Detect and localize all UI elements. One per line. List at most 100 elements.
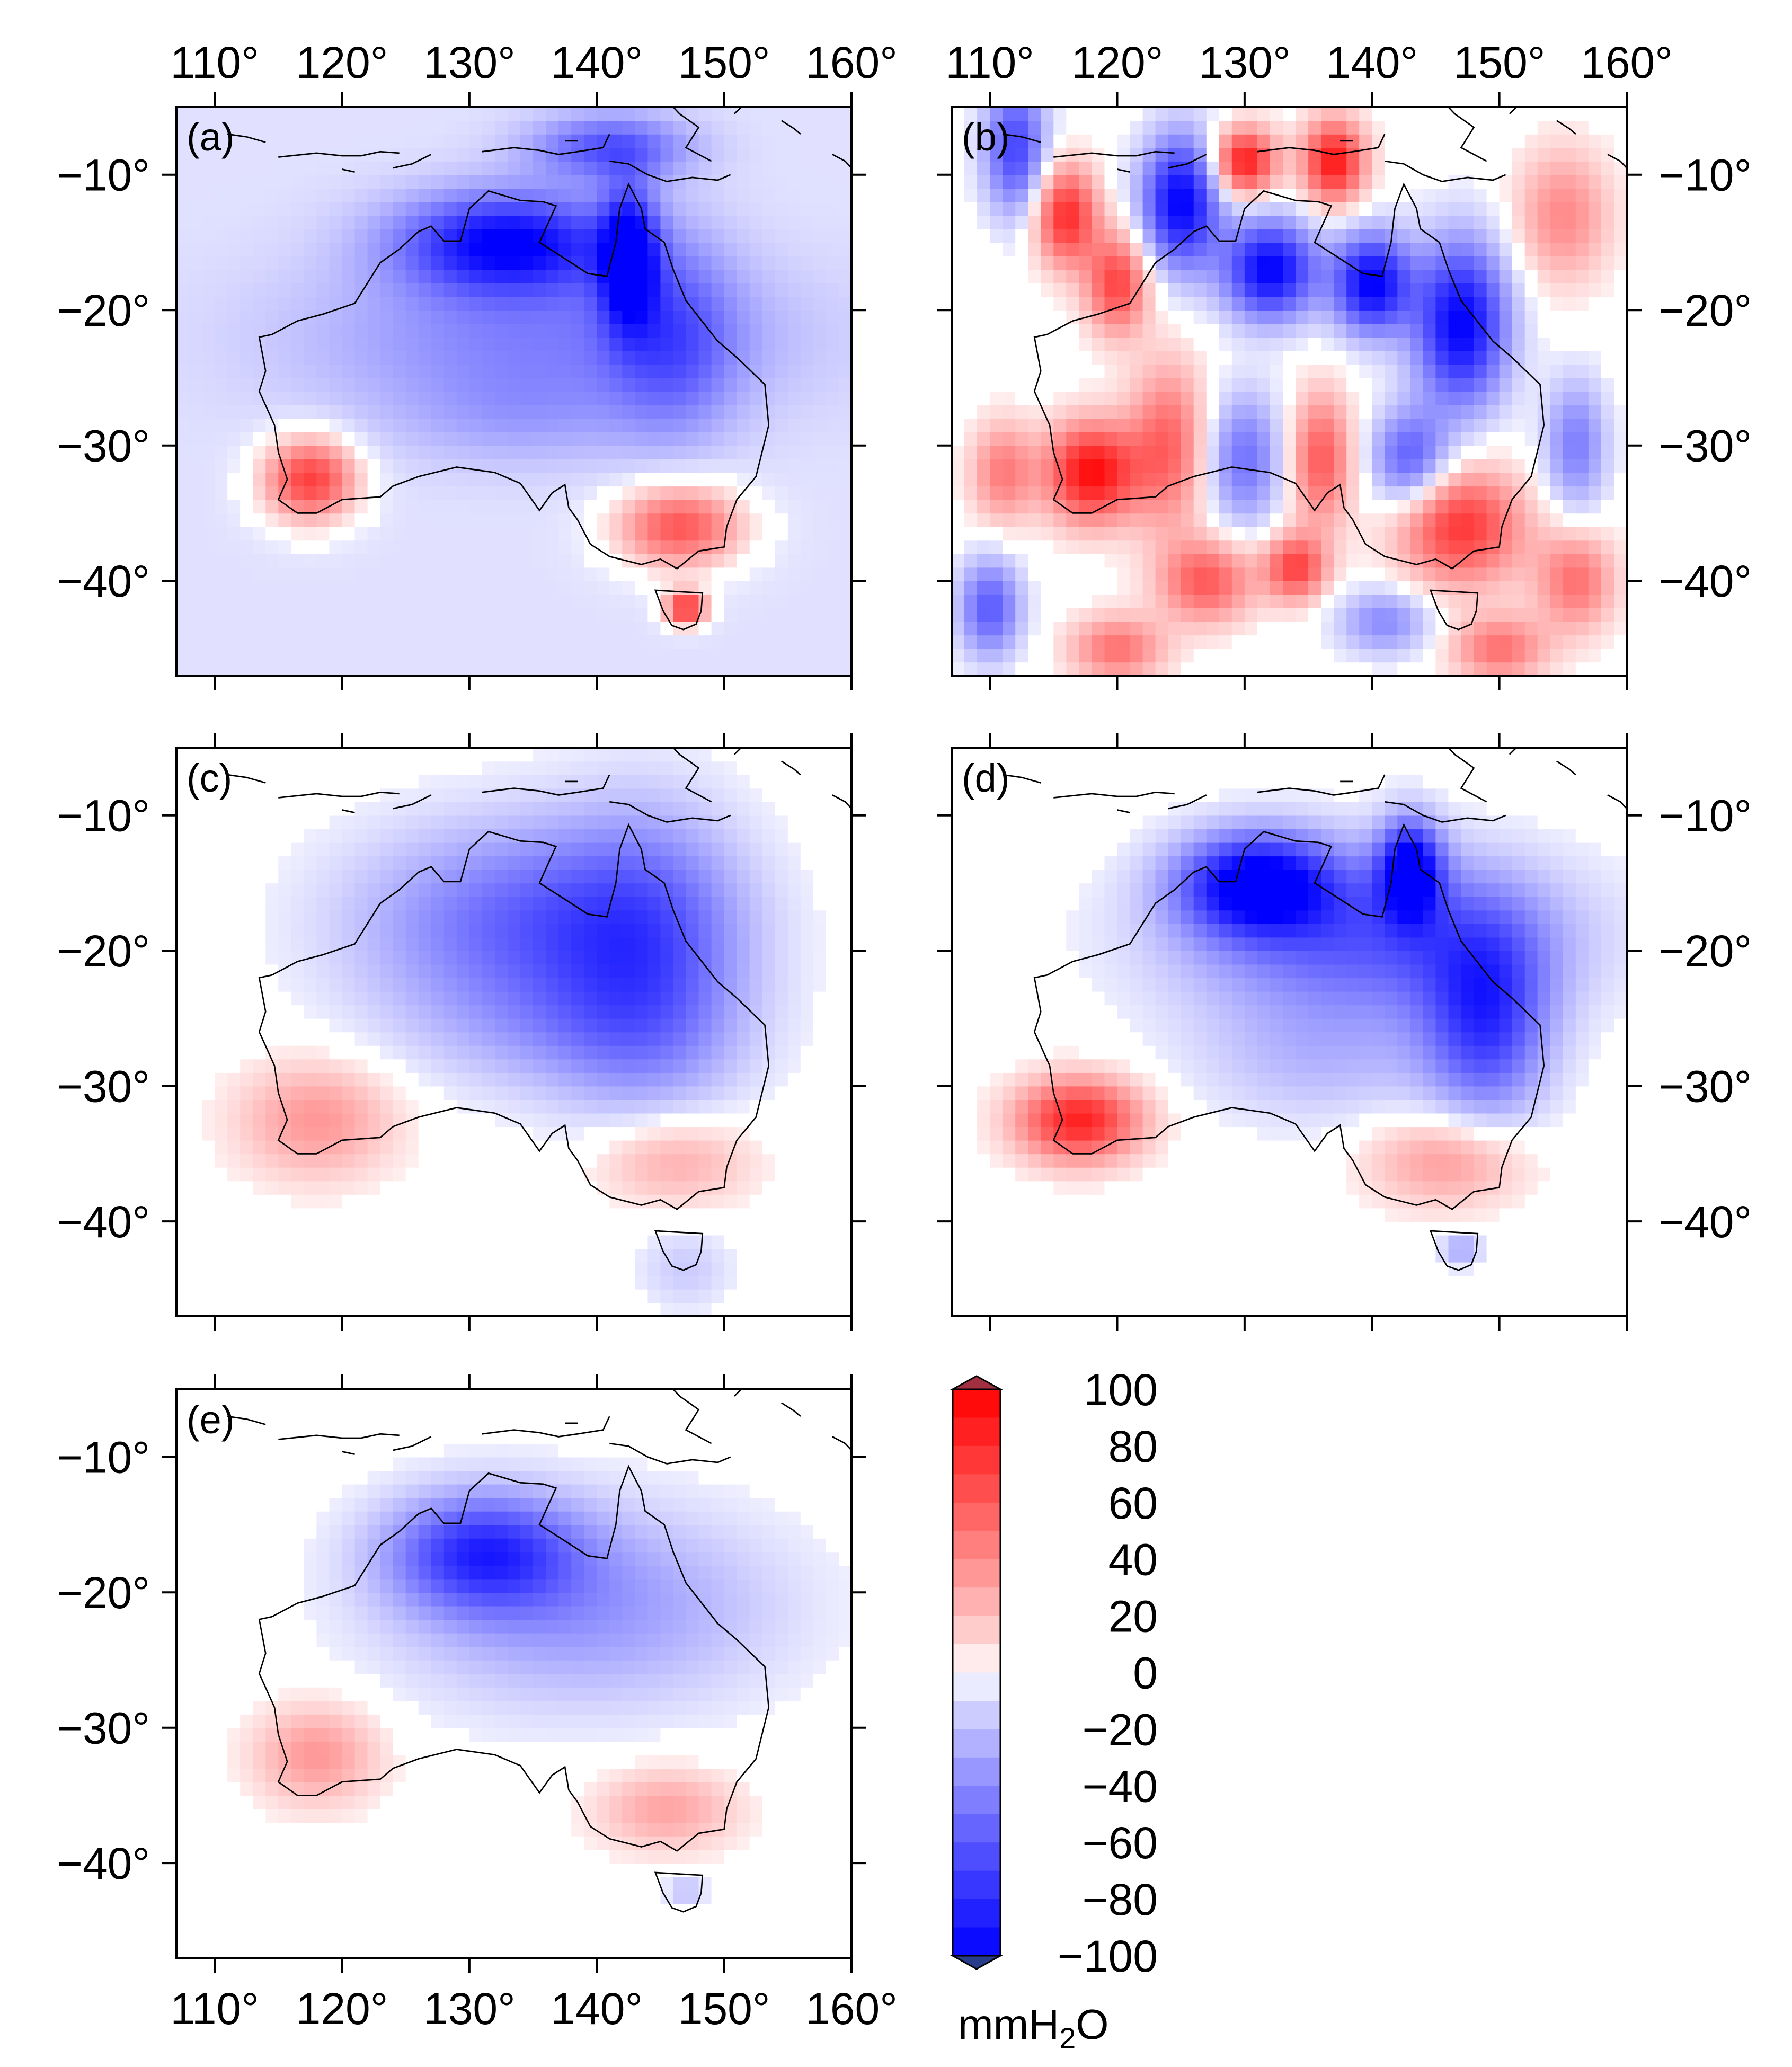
heat-cell [189,310,202,324]
heat-cell [329,554,343,568]
heat-cell [443,120,457,135]
heat-cell [405,310,419,324]
heat-cell [1372,513,1385,527]
heat-cell [380,378,394,392]
heat-cell [1117,459,1131,473]
heat-cell [1499,499,1513,514]
heat-cell [189,161,202,175]
heat-cell [227,1275,241,1290]
heat-cell [1614,323,1627,338]
heat-cell [520,256,534,270]
heat-cell [990,174,1003,189]
heat-cell [1066,174,1080,189]
heat-cell [342,635,356,649]
heat-cell [1053,648,1067,663]
heat-cell [227,924,241,938]
heat-cell [546,472,559,487]
heat-cell [405,581,419,595]
heat-cell [787,134,801,148]
heat-cell [1296,581,1309,595]
heat-cell [316,188,330,202]
heat-cell [456,161,470,175]
heat-cell [1385,621,1398,636]
heat-cell [635,147,649,162]
heat-cell [558,337,572,351]
heat-cell [253,951,266,965]
heat-cell [647,405,661,419]
heat-cell [1563,432,1576,446]
heat-cell [1142,621,1156,636]
heat-cell [1257,621,1271,636]
heat-cell [635,283,649,297]
heat-cell [304,648,317,663]
heat-cell [762,269,776,283]
heat-cell [367,662,381,676]
heat-cell [253,147,266,162]
heat-cell [1512,228,1525,243]
heat-cell [215,937,228,951]
heat-cell [215,1235,228,1249]
heat-cell [1244,432,1258,446]
heat-cell [1155,391,1169,405]
heat-cell [1092,269,1105,283]
heat-cell [1117,662,1131,676]
heat-cell [405,364,419,378]
heat-cell [787,445,801,459]
heat-cell [1270,581,1283,595]
heat-cell [1550,120,1564,135]
heat-cell [1385,581,1398,595]
heat-cell [189,829,202,843]
heat-cell [1423,296,1436,311]
heat-cell [253,201,266,216]
heat-cell [1168,621,1182,636]
heat-cell [418,296,432,311]
heat-cell [1308,107,1321,121]
heat-cell [1614,540,1627,554]
heat-cell [1053,594,1067,608]
heat-cell [240,310,253,324]
heat-cell [1270,296,1283,311]
heat-cell [1283,405,1296,419]
heat-cell [1181,499,1194,514]
heat-cell [342,418,356,432]
heat-cell [1104,527,1118,541]
heat-cell [1041,215,1054,229]
heat-cell [227,147,241,162]
heat-cell [571,174,584,189]
heat-cell [1079,486,1093,500]
heat-cell [278,775,292,789]
heat-cell [202,1032,215,1046]
heat-cell [240,256,253,270]
heat-cell [533,581,546,595]
heat-cell [418,364,432,378]
heat-cell [1423,107,1436,121]
heat-cell [1015,581,1028,595]
heat-cell [253,120,266,135]
heat-cell [839,486,851,500]
heat-cell [1410,459,1424,473]
heat-cell [520,269,534,283]
heat-cell [1015,201,1028,216]
heat-cell [1155,134,1169,148]
heat-cell [227,897,241,911]
heat-cell [202,554,215,568]
heat-cell [749,648,763,663]
heat-cell [775,201,788,216]
heat-cell [964,269,978,283]
heat-cell [508,296,521,311]
heat-cell [558,107,572,121]
heat-cell [647,418,661,432]
heat-cell [952,567,965,581]
heat-cell [1053,120,1067,135]
heat-cell [1601,540,1614,554]
heat-cell [839,323,851,338]
heat-cell [215,337,228,351]
heat-cell [278,951,292,965]
heat-cell [329,648,343,663]
heat-cell [304,188,317,202]
heat-cell [571,215,584,229]
heat-cell [584,120,597,135]
heat-cell [1512,418,1525,432]
heat-cell [1193,581,1207,595]
heat-cell [304,567,317,581]
